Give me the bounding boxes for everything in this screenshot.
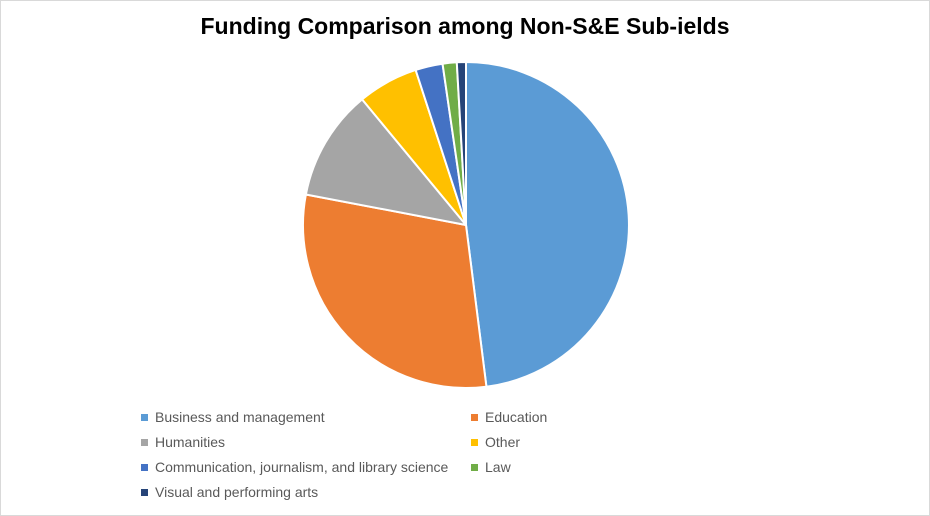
legend-label-3: Other bbox=[485, 434, 521, 450]
legend-item-6: Visual and performing arts bbox=[141, 482, 471, 502]
legend-item-2: Humanities bbox=[141, 432, 471, 452]
legend-label-5: Law bbox=[485, 459, 511, 475]
pie-slice-2 bbox=[304, 98, 467, 226]
legend-swatch-3 bbox=[471, 438, 478, 446]
legend-swatch-6 bbox=[141, 488, 148, 496]
legend-swatch-5 bbox=[471, 463, 478, 471]
pie-slice-0 bbox=[465, 61, 630, 388]
pie-slice-6 bbox=[455, 60, 467, 226]
legend-item-3: Other bbox=[471, 432, 581, 452]
legend-swatch-1 bbox=[471, 413, 478, 421]
legend-swatch-2 bbox=[141, 438, 148, 446]
legend-item-4: Communication, journalism, and library s… bbox=[141, 457, 471, 477]
legend: Business and management Education Humaniti… bbox=[141, 407, 581, 502]
legend-label-2: Humanities bbox=[155, 434, 226, 450]
chart-title: Funding Comparison among Non-S&E Sub-iel… bbox=[200, 13, 730, 39]
legend-item-0: Business and management bbox=[141, 407, 471, 427]
legend-label-6: Visual and performing arts bbox=[155, 484, 319, 500]
legend-label-4: Communication, journalism, and library s… bbox=[155, 459, 449, 475]
legend-item-1: Education bbox=[471, 407, 581, 427]
legend-item-5: Law bbox=[471, 457, 581, 477]
legend-swatch-4 bbox=[141, 463, 148, 471]
legend-label-0: Business and management bbox=[155, 409, 325, 425]
legend-label-1: Education bbox=[485, 409, 548, 425]
pie-slice-1 bbox=[302, 193, 488, 389]
legend-swatch-0 bbox=[141, 413, 148, 421]
